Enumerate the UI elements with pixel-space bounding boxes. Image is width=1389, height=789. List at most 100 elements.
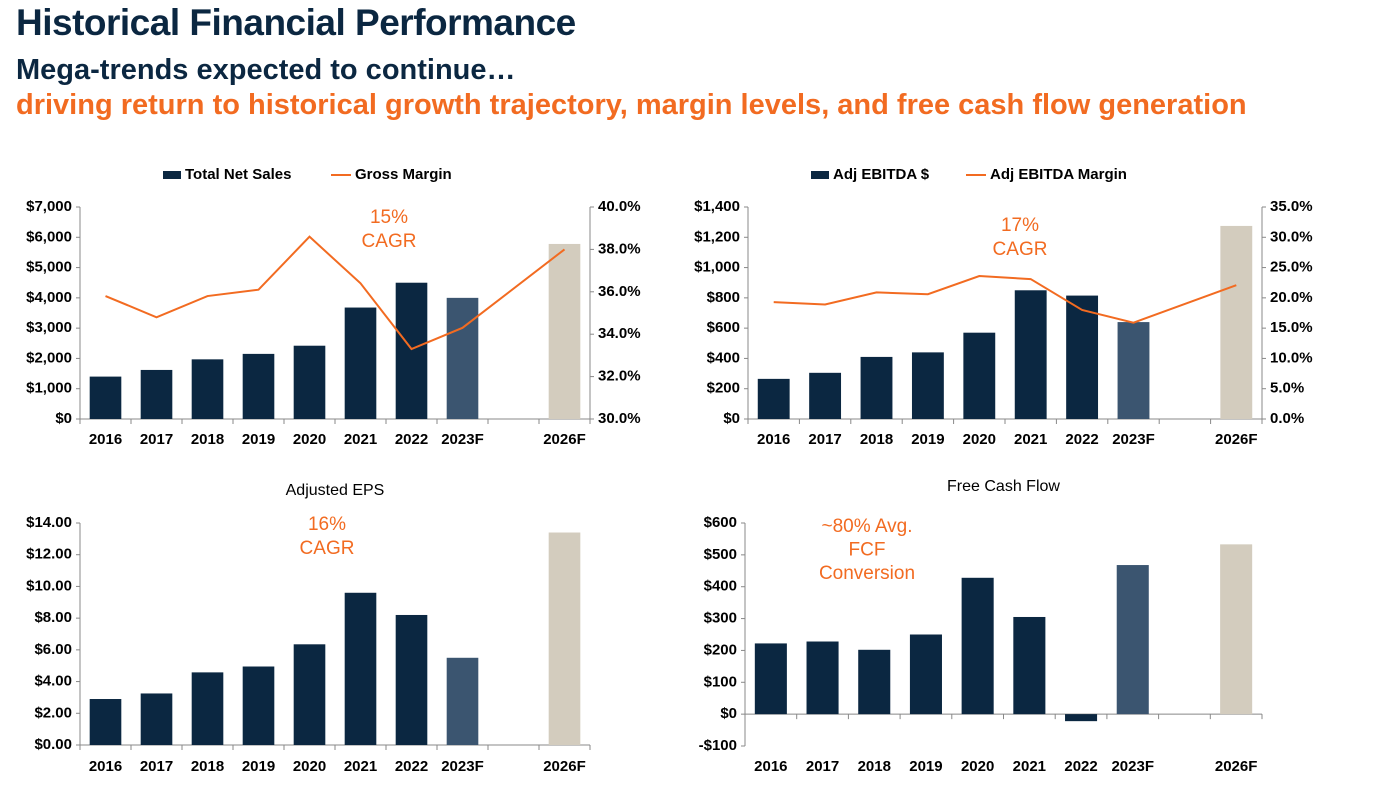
x-tick-label: 2019 [911, 431, 944, 448]
annotation: FCF [849, 540, 886, 561]
y2-tick-label: 5.0% [1270, 380, 1304, 397]
x-tick-label: 2016 [757, 431, 790, 448]
bar [89, 699, 122, 745]
y-tick-label: $400 [707, 349, 740, 366]
legend-label: Total Net Sales [185, 166, 291, 183]
bar [806, 641, 839, 715]
y2-tick-label: 10.0% [1270, 349, 1313, 366]
bar [395, 282, 428, 419]
y-tick-label: $1,200 [694, 228, 740, 245]
y-tick-label: $7,000 [26, 198, 72, 215]
x-tick-label: 2019 [909, 758, 942, 775]
bar [344, 307, 377, 419]
x-tick-label: 2016 [89, 431, 122, 448]
bar [140, 693, 173, 745]
bar [344, 592, 377, 745]
x-tick-label: 2022 [395, 758, 428, 775]
bar [446, 657, 479, 745]
annotation: 17% [1001, 215, 1039, 236]
page-title: Historical Financial Performance [16, 2, 576, 43]
y-tick-label: $0 [55, 410, 72, 427]
legend-label: Adj EBITDA $ [833, 166, 930, 183]
bar [191, 672, 224, 745]
x-tick-label: 2021 [1014, 431, 1047, 448]
y-tick-label: $8.00 [34, 609, 72, 626]
header: Historical Financial Performance Mega-tr… [16, 0, 1247, 122]
bar [1220, 544, 1253, 715]
x-tick-label: 2021 [344, 758, 377, 775]
y-tick-label: $0 [720, 705, 737, 722]
y-tick-label: $600 [704, 514, 737, 531]
y-tick-label: $4,000 [26, 289, 72, 306]
y-tick-label: $5,000 [26, 259, 72, 276]
x-tick-label: 2022 [1065, 431, 1098, 448]
x-tick-label: 2020 [293, 758, 326, 775]
y-tick-label: $2,000 [26, 349, 72, 366]
y2-tick-label: 25.0% [1270, 259, 1313, 276]
y-tick-label: $300 [704, 610, 737, 627]
legend-label: Adj EBITDA Margin [990, 166, 1127, 183]
y-tick-label: $600 [707, 319, 740, 336]
annotation: CAGR [993, 239, 1048, 260]
y-tick-label: $1,000 [26, 380, 72, 397]
x-tick-label: 2018 [191, 758, 224, 775]
y-tick-label: $10.00 [26, 577, 72, 594]
x-tick-label: 2026F [543, 758, 586, 775]
y-tick-label: $100 [704, 673, 737, 690]
annotation: Conversion [819, 563, 915, 584]
y2-tick-label: 38.0% [598, 240, 641, 257]
y2-tick-label: 30.0% [1270, 228, 1313, 245]
y-tick-label: $4.00 [34, 673, 72, 690]
x-tick-label: 2018 [191, 431, 224, 448]
y2-tick-label: 35.0% [1270, 198, 1313, 215]
bar [293, 644, 326, 745]
y-tick-label: $0.00 [34, 736, 72, 753]
x-tick-label: 2019 [242, 431, 275, 448]
y-tick-label: $12.00 [26, 546, 72, 563]
tagline: driving return to historical growth traj… [16, 89, 1247, 121]
y2-tick-label: 15.0% [1270, 319, 1313, 336]
x-tick-label: 2018 [858, 758, 891, 775]
y-tick-label: $200 [707, 380, 740, 397]
x-tick-label: 2018 [860, 431, 893, 448]
bar [89, 376, 122, 419]
bar [1116, 565, 1149, 715]
legend-swatch [163, 171, 181, 179]
y2-tick-label: 30.0% [598, 410, 641, 427]
y-tick-label: $1,400 [694, 198, 740, 215]
bar [909, 634, 942, 715]
annotation: 15% [370, 207, 408, 228]
bar [395, 614, 428, 745]
y2-tick-label: 36.0% [598, 283, 641, 300]
x-tick-label: 2021 [344, 431, 377, 448]
x-tick-label: 2016 [89, 758, 122, 775]
x-tick-label: 2023F [441, 758, 484, 775]
chart-title: Adjusted EPS [286, 482, 385, 499]
x-tick-label: 2026F [1215, 431, 1258, 448]
bar [1013, 616, 1046, 715]
bar [1117, 322, 1150, 419]
bar [446, 297, 479, 419]
bar [1065, 714, 1098, 722]
x-tick-label: 2017 [140, 431, 173, 448]
subtitle: Mega-trends expected to continue… [16, 54, 516, 86]
bar [1014, 290, 1047, 419]
bar [911, 352, 944, 419]
x-tick-label: 2019 [242, 758, 275, 775]
y-tick-label: $500 [704, 546, 737, 563]
bar [548, 243, 581, 419]
x-tick-label: 2026F [543, 431, 586, 448]
annotation: CAGR [300, 538, 355, 559]
legend-label: Gross Margin [355, 166, 452, 183]
line [105, 235, 566, 351]
y-tick-label: $1,000 [694, 259, 740, 276]
line [773, 275, 1237, 324]
y2-tick-label: 34.0% [598, 325, 641, 342]
bar [754, 643, 787, 715]
x-tick-label: 2021 [1013, 758, 1046, 775]
y-tick-label: -$100 [699, 737, 737, 754]
y-tick-label: $2.00 [34, 704, 72, 721]
x-tick-label: 2026F [1215, 758, 1258, 775]
bar [809, 372, 842, 419]
